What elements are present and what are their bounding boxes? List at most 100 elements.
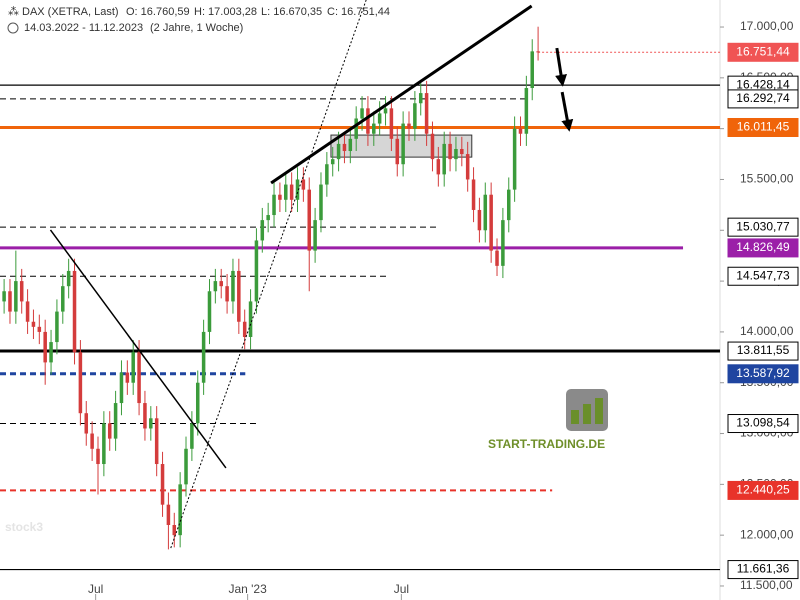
candle-body — [131, 352, 135, 383]
candle-body — [113, 403, 118, 439]
candle-body — [389, 108, 394, 139]
candle-body — [14, 281, 18, 312]
candle-body — [319, 184, 323, 221]
candle-body — [366, 108, 370, 134]
candle-body — [436, 159, 441, 175]
candle-body — [242, 321, 247, 337]
candle-body — [536, 51, 540, 53]
header: ⁂ DAX (XETRA, Last) O: 16.760,59 H: 17.0… — [7, 6, 390, 34]
level-label-box — [727, 117, 799, 137]
level-label: 11.661,36 — [737, 562, 790, 576]
candle-body — [49, 342, 53, 363]
candle-body — [31, 321, 36, 327]
candle-body — [61, 286, 65, 312]
candle-body — [360, 108, 364, 119]
candle-body — [201, 331, 206, 383]
candle-body — [102, 423, 106, 465]
candle-body — [501, 220, 505, 266]
ohlc-high: H: 17.003,28 — [194, 6, 257, 18]
level-label: 14.547,73 — [736, 268, 790, 282]
ohlc-close: C: 16.751,44 — [327, 6, 390, 18]
candle-body — [260, 220, 265, 241]
candle-body — [96, 448, 100, 465]
candle-body — [25, 301, 30, 322]
candle-body — [119, 372, 124, 404]
x-tick-label: Jul — [394, 582, 409, 596]
y-tick-label: 15.500,00 — [740, 172, 794, 186]
level-label: 16.011,45 — [737, 120, 790, 134]
watermark: START-TRADING.DE — [488, 437, 605, 451]
candle-body — [207, 291, 212, 332]
candle-body — [524, 88, 529, 134]
candle-body — [424, 93, 429, 134]
candle-body — [295, 179, 300, 200]
level-label: 16.428,14 — [736, 77, 790, 91]
candle-body — [72, 270, 77, 353]
candle-body — [213, 281, 218, 292]
candle-body — [413, 103, 417, 129]
candle-body — [172, 525, 177, 536]
chart-icon: ⁂ — [8, 6, 19, 18]
y-tick-label: 12.000,00 — [740, 527, 794, 541]
x-tick-label: Jul — [88, 582, 103, 596]
candle-body — [477, 209, 482, 231]
candle-body — [372, 123, 376, 134]
level-label-box — [727, 42, 799, 62]
candle-body — [178, 484, 182, 536]
candle-body — [254, 240, 259, 302]
candle-body — [518, 128, 523, 134]
level-label-box — [727, 414, 799, 434]
candle-body — [248, 301, 253, 337]
level-label-box — [727, 480, 799, 500]
candle-body — [166, 504, 171, 525]
level-label-box — [727, 89, 799, 109]
level-label: 16.751,44 — [736, 44, 790, 58]
candle-body — [78, 352, 83, 414]
chart-title: DAX (XETRA, Last) — [22, 6, 119, 18]
candle-body — [471, 179, 476, 210]
candle-body — [407, 123, 411, 129]
level-label: 13.587,92 — [736, 366, 790, 380]
candle-body — [90, 433, 94, 449]
candle-body — [442, 143, 446, 175]
candle-body — [55, 311, 59, 343]
candle-body — [489, 194, 493, 251]
candle-body — [43, 331, 47, 363]
date-range: 14.03.2022 - 11.12.2023 — [24, 22, 143, 34]
candle-body — [512, 128, 517, 190]
candle-body — [278, 194, 282, 200]
level-label: 12.440,25 — [736, 483, 790, 497]
candle-body — [313, 220, 317, 251]
candle-body — [383, 108, 388, 114]
candle-body — [143, 403, 147, 429]
y-tick-label: 11.500,00 — [740, 578, 793, 592]
arrow — [560, 91, 574, 132]
candle-body — [184, 448, 188, 485]
x-tick-label: Jan '23 — [228, 582, 267, 596]
level-label: 16.292,74 — [736, 91, 790, 105]
level-label-box — [727, 238, 799, 258]
ohlc-low: L: 16.670,35 — [261, 6, 322, 18]
candle-body — [430, 133, 435, 160]
candle-body — [401, 123, 405, 165]
level-label-box — [727, 266, 799, 286]
candle-body — [125, 372, 130, 383]
candle-body — [137, 352, 141, 404]
level-label-box — [727, 217, 799, 237]
candle-body — [330, 159, 335, 165]
logo-bars — [571, 398, 603, 424]
candle-body — [395, 138, 400, 165]
candle-body — [149, 418, 153, 429]
candle-body — [325, 164, 329, 185]
clock-icon — [7, 22, 19, 34]
candle-body — [231, 270, 235, 302]
candle-body — [465, 154, 470, 180]
candle-body — [506, 189, 511, 221]
trendline — [270, 4, 533, 185]
watermark: stock3 — [5, 520, 43, 534]
candle-body — [448, 143, 452, 160]
candle-body — [266, 215, 270, 221]
candle-body — [348, 138, 353, 152]
